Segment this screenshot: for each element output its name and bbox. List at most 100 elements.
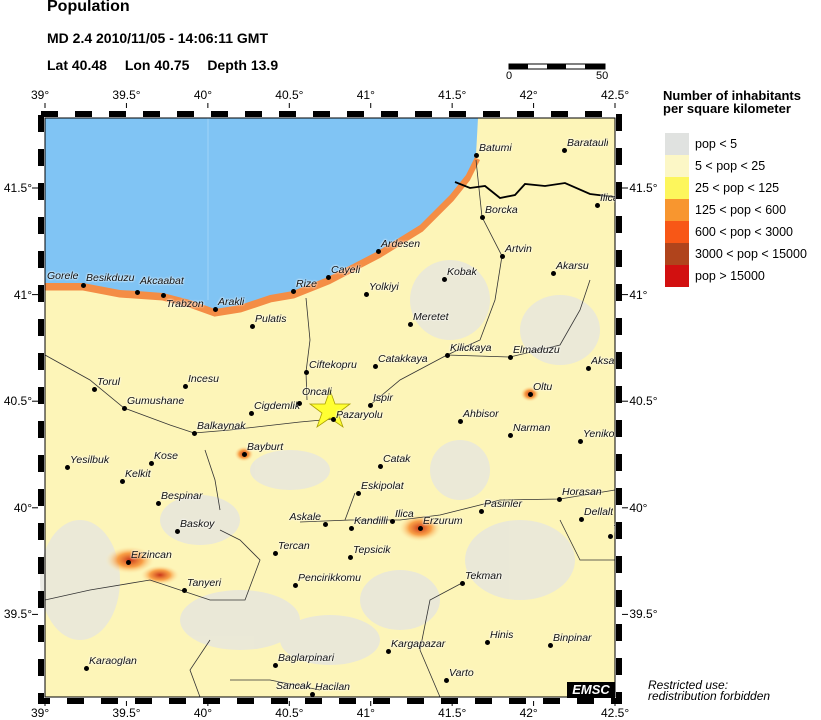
city-label: Aksa: [591, 355, 615, 367]
city-marker: [550, 270, 556, 276]
city-marker: [148, 460, 154, 466]
lat-tick-label: 39.5°: [626, 607, 658, 622]
legend-item: 3000 < pop < 15000: [665, 243, 821, 265]
lon-tick-label: 39°: [31, 706, 50, 720]
city-label: Tekman: [465, 570, 502, 582]
scale-start: 0: [506, 70, 513, 82]
black-sea: [45, 118, 478, 309]
city-marker: [444, 352, 450, 358]
city-label: Binpinar: [553, 632, 592, 644]
city-label: Pencirikkomu: [298, 572, 362, 584]
city-label: Yeniko: [583, 428, 615, 440]
lon-tick-label: 39.5°: [112, 88, 141, 102]
city-label: Pulatis: [255, 313, 287, 325]
city-label: Erzincan: [131, 549, 172, 561]
city-label: Meretet: [413, 311, 449, 323]
city-label: Askale: [289, 511, 321, 523]
city-label: Tepsicik: [353, 544, 391, 556]
lat-value: Lat 40.48: [47, 57, 107, 73]
legend-label: 3000 < pop < 15000: [695, 247, 807, 261]
lat-tick-label: 41°: [626, 287, 648, 302]
legend-swatch: [665, 221, 689, 243]
city-label: Incesu: [188, 373, 219, 385]
city-marker: [272, 662, 278, 668]
city-marker: [174, 528, 180, 534]
restricted-line2: redistribution forbidden: [648, 689, 771, 703]
city-marker: [577, 438, 583, 444]
city-marker: [478, 508, 484, 514]
city-label: Ilica: [600, 192, 615, 204]
city-marker: [249, 323, 255, 329]
lat-tick-label: 40°: [13, 500, 32, 515]
city-label: Cigdemlik: [254, 400, 301, 412]
city-label: Tanyeri: [187, 577, 222, 589]
city-label: Rize: [296, 278, 318, 290]
city-label: Baratauli: [567, 137, 609, 149]
city-label: Kobak: [447, 266, 477, 278]
city-label: Varto: [449, 667, 474, 679]
city-label: Catakkaya: [378, 353, 428, 365]
legend-label: 25 < pop < 125: [695, 181, 780, 195]
city-label: Trabzon: [166, 298, 204, 310]
city-marker: [64, 464, 70, 470]
city-label: Eskipolat: [361, 480, 404, 492]
city-marker: [556, 496, 562, 502]
city-marker: [303, 369, 309, 375]
city-label: Gumushane: [127, 395, 185, 407]
city-label: Akarsu: [556, 260, 589, 272]
city-marker: [585, 365, 591, 371]
city-marker: [372, 363, 378, 369]
city-label: Dellalt: [584, 506, 614, 518]
restricted-line1: Restricted use:: [648, 678, 729, 692]
city-marker: [348, 525, 354, 531]
city-marker: [363, 291, 369, 297]
legend-label: 5 < pop < 25: [695, 159, 766, 173]
map-frame: [38, 111, 622, 704]
city-marker: [527, 391, 533, 397]
city-marker: [594, 202, 600, 208]
lon-tick-label: 41.5°: [438, 706, 467, 720]
city-marker: [578, 516, 584, 522]
city-marker: [507, 354, 513, 360]
city-marker: [325, 274, 331, 280]
city-label: Sancak: [276, 680, 312, 692]
city-label: Hacilan: [315, 681, 351, 693]
city-marker: [322, 521, 328, 527]
city-label: Bayburt: [247, 441, 284, 453]
coastline-density: [45, 155, 481, 317]
city-marker: [367, 402, 373, 408]
lon-tick-label: 41.5°: [438, 88, 467, 102]
city-label: Ahbisor: [463, 408, 499, 420]
city-marker: [375, 248, 381, 254]
city-label: Baskoy: [180, 518, 215, 530]
city-marker: [248, 410, 254, 416]
city-marker: [309, 691, 315, 697]
city-label: Hinis: [490, 629, 514, 641]
city-label: Kelkit: [125, 468, 151, 480]
city-marker: [290, 288, 296, 294]
city-label: Pasinler: [484, 498, 522, 510]
event-location: Lat 40.48 Lon 40.75 Depth 13.9: [47, 57, 292, 73]
city-marker: [212, 306, 218, 312]
city-marker: [417, 525, 423, 531]
city-label: Gorele: [47, 270, 79, 282]
city-marker: [181, 587, 187, 593]
city-marker: [484, 639, 490, 645]
legend-label: 600 < pop < 3000: [695, 225, 794, 239]
depth-value: Depth 13.9: [207, 57, 279, 73]
city-label: Narman: [513, 422, 551, 434]
city-marker: [507, 432, 513, 438]
city-marker: [547, 642, 553, 648]
city-marker: [83, 665, 89, 671]
lon-tick-label: 40.5°: [275, 706, 304, 720]
city-label: Oncali: [302, 386, 332, 398]
city-label: Ispir: [373, 392, 393, 404]
city-marker: [80, 282, 86, 288]
city-marker: [119, 478, 125, 484]
city-label: Yolkiyi: [369, 281, 399, 293]
city-label: Kose: [154, 450, 178, 462]
emsc-logo: EMSC: [567, 682, 615, 698]
legend-title-line2: per square kilometer: [663, 101, 791, 116]
city-label: Artvin: [505, 243, 532, 255]
